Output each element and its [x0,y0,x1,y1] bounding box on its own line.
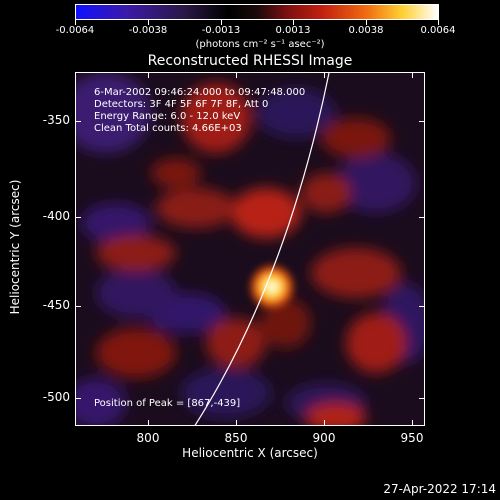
clean-counts: Clean Total counts: 4.66E+03 [94,123,242,134]
x-axis-title: Heliocentric X (arcsec) [182,446,318,460]
peak-source [246,261,298,313]
time-range: 6-Mar-2002 09:46:24.000 to 09:47:48.000 [94,87,306,98]
rhessi-image: 6-Mar-2002 09:46:24.000 to 09:47:48.000 … [75,72,425,426]
colorbar [75,4,439,20]
colorbar-tick [148,20,149,25]
y-tick-label: -400 [42,209,70,223]
colorbar-label: 0.0064 [420,25,456,36]
y-tick [419,217,425,218]
image-title: Reconstructed RHESSI Image [147,53,353,69]
timestamp: 27-Apr-2022 17:14 [383,482,496,496]
x-tick-label: 900 [312,431,336,445]
y-tick-label: -500 [42,390,70,404]
y-axis-title: Heliocentric Y (arcsec) [8,179,22,315]
x-tick-label: 800 [136,431,160,445]
energy-range: Energy Range: 6.0 - 12.0 keV [94,111,241,122]
y-tick [75,217,81,218]
x-tick [324,420,325,426]
colorbar-tick [75,20,76,25]
colorbar-label: -0.0038 [128,25,168,36]
x-tick [324,72,325,78]
y-tick-label: -350 [42,113,70,127]
x-tick [236,72,237,78]
y-tick [75,306,81,307]
colorbar-label: -0.0064 [55,25,95,36]
colorbar-tick [438,20,439,25]
x-tick [148,72,149,78]
colorbar-label: 0.0038 [348,25,384,36]
colorbar-tick [366,20,367,25]
y-tick [419,306,425,307]
x-tick [236,420,237,426]
x-tick-label: 950 [400,431,424,445]
solar-limb [194,73,330,425]
y-tick [419,121,425,122]
peak-position: Position of Peak = [867,-439] [94,398,241,409]
x-tick-label: 850 [224,431,248,445]
y-tick [75,398,81,399]
x-tick [412,72,413,78]
colorbar-tick [293,20,294,25]
colorbar-tick [221,20,222,25]
colorbar-label: -0.0013 [201,25,241,36]
colorbar-unit: (photons cm⁻² s⁻¹ asec⁻²) [195,39,325,50]
y-tick [75,121,81,122]
image-canvas [76,73,424,425]
x-tick [412,420,413,426]
colorbar-label: 0.0013 [275,25,311,36]
x-tick [148,420,149,426]
detectors: Detectors: 3F 4F 5F 6F 7F 8F, Att 0 [94,99,269,110]
y-tick [419,398,425,399]
y-tick-label: -450 [42,298,70,312]
